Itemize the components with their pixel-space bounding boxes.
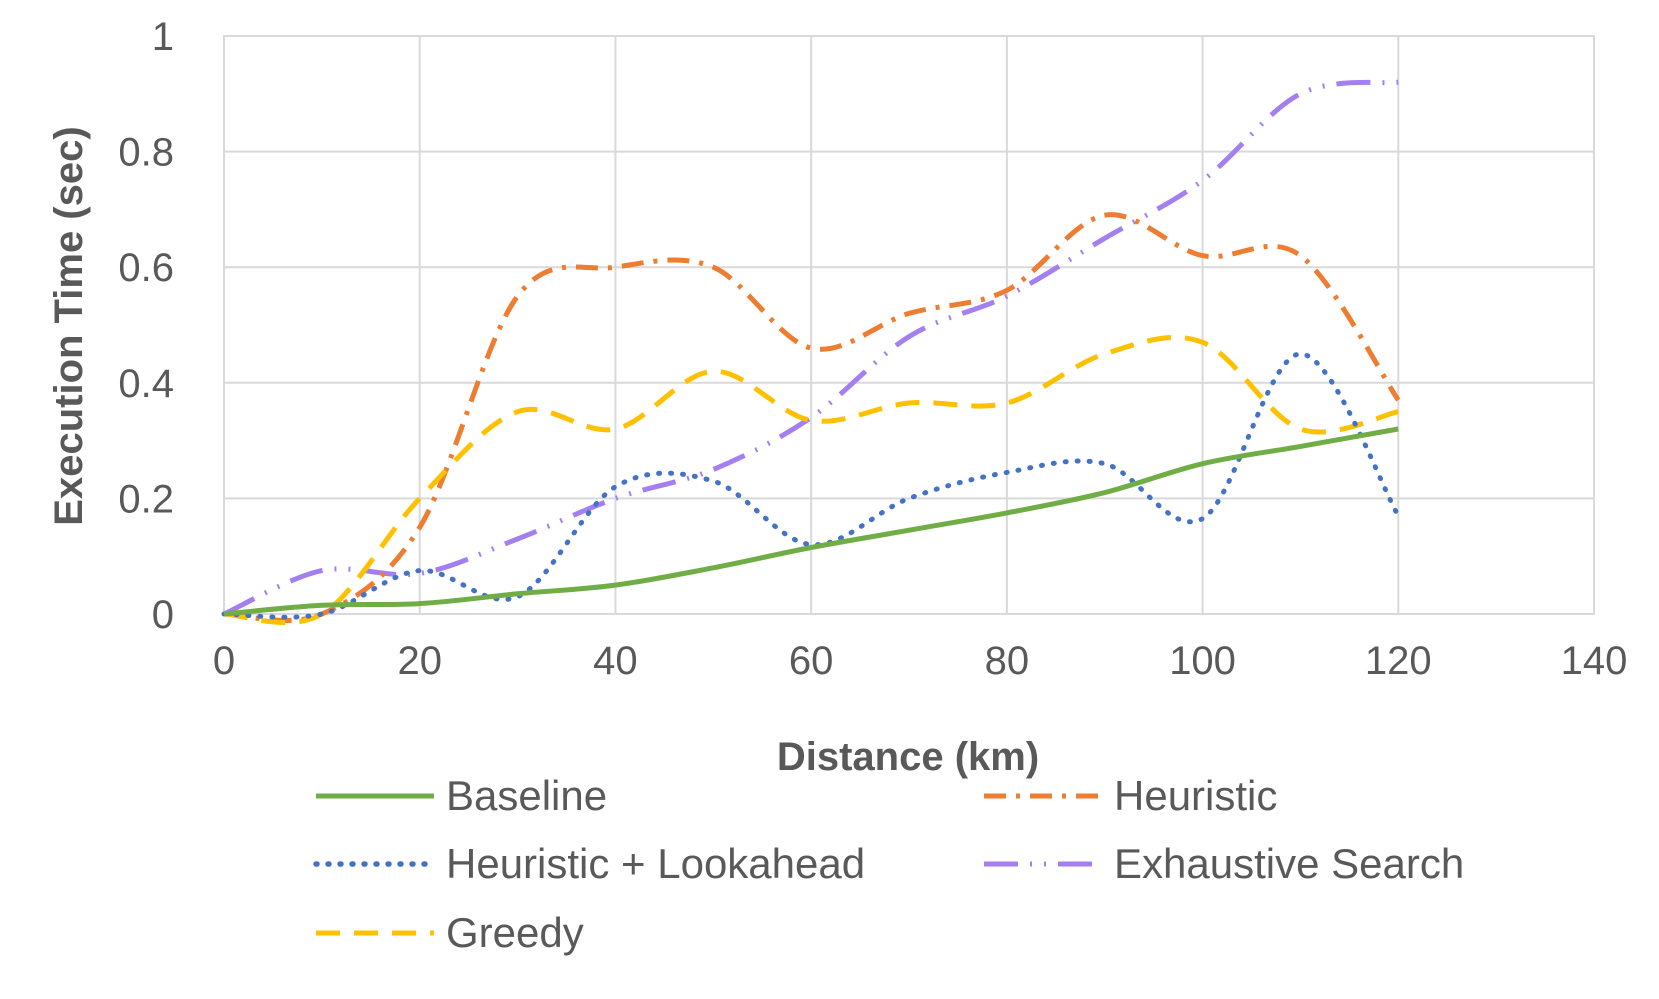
x-axis-ticks: 0 20 40 60 80 100 120 140: [213, 639, 1628, 683]
x-tick-label: 40: [593, 639, 638, 683]
legend: Baseline Heuristic Heuristic + Lookahead Ex…: [313, 772, 1464, 956]
legend-label: Heuristic: [1114, 772, 1277, 819]
legend-label: Exhaustive Search: [1114, 840, 1464, 887]
legend-item-exhaustive-search: Exhaustive Search: [984, 840, 1464, 887]
x-axis-title: Distance (km): [777, 735, 1039, 779]
legend-item-heuristic: Heuristic: [984, 772, 1277, 819]
grid: [223, 35, 1595, 615]
legend-item-heuristic-lookahead: Heuristic + Lookahead: [313, 840, 865, 887]
y-tick-label: 0: [152, 593, 174, 637]
legend-item-greedy: Greedy: [316, 909, 584, 956]
y-axis-ticks: 0 0.2 0.4 0.6 0.8 1: [118, 15, 174, 637]
series-line-heuristic: [223, 212, 1401, 623]
y-tick-label: 1: [152, 15, 174, 59]
legend-label: Heuristic + Lookahead: [446, 840, 865, 887]
y-axis-title: Execution Time (sec): [47, 126, 91, 525]
legend-label: Greedy: [446, 909, 584, 956]
x-tick-label: 100: [1169, 639, 1236, 683]
x-tick-label: 60: [789, 639, 834, 683]
series-line-heuristic-lookahead: [221, 351, 1401, 620]
y-tick-label: 0.2: [118, 477, 174, 521]
series-group: [221, 79, 1401, 626]
y-tick-label: 0.8: [118, 131, 174, 175]
series-line-greedy: [223, 334, 1399, 626]
series-line-baseline: [223, 426, 1399, 617]
x-tick-label: 80: [985, 639, 1030, 683]
x-tick-label: 20: [397, 639, 442, 683]
x-tick-label: 120: [1365, 639, 1432, 683]
x-tick-label: 140: [1561, 639, 1628, 683]
legend-item-baseline: Baseline: [316, 772, 607, 819]
y-tick-label: 0.6: [118, 246, 174, 290]
x-tick-label: 0: [213, 639, 235, 683]
y-tick-label: 0.4: [118, 362, 174, 406]
plot-frame: [223, 35, 1595, 615]
legend-label: Baseline: [446, 772, 607, 819]
